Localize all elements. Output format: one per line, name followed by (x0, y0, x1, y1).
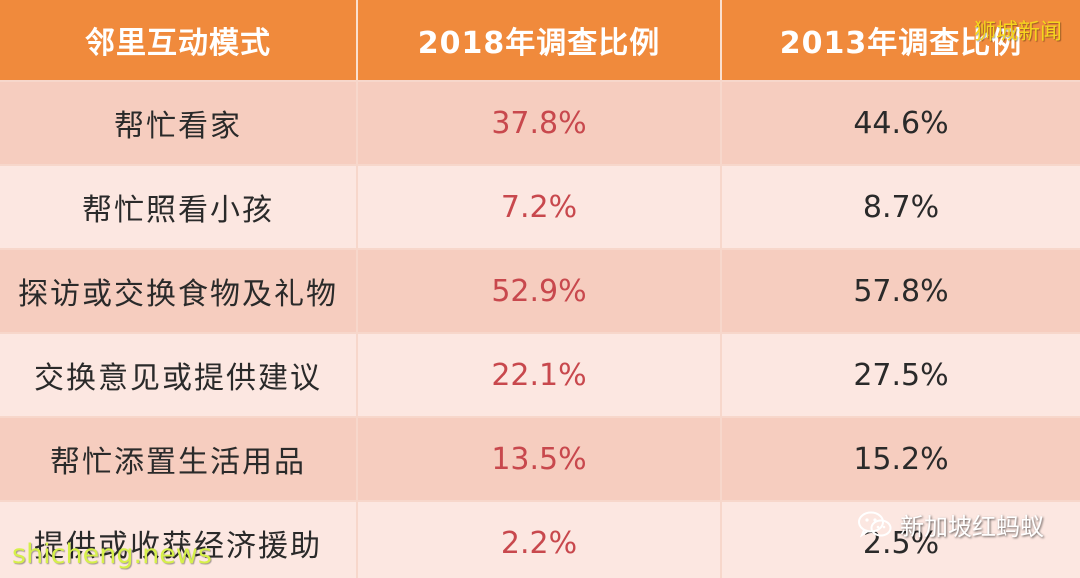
cell-2013: 57.8% (853, 273, 949, 309)
cell-mode: 探访或交换食物及礼物 (18, 277, 338, 312)
cell-2013: 44.6% (853, 105, 949, 141)
table-row: 交换意见或提供建议 22.1% 27.5% (0, 332, 1080, 416)
watermark-top-right: 狮城新闻 (973, 20, 1062, 45)
cell-2018: 52.9% (356, 250, 722, 332)
cell-2018: 7.2% (356, 166, 722, 248)
watermark-bottom-right: 新加坡红蚂蚁 (858, 507, 1044, 542)
table-row: 帮忙看家 37.8% 44.6% (0, 80, 1080, 164)
wechat-icon (858, 511, 892, 539)
cell-mode: 交换意见或提供建议 (34, 361, 322, 396)
cell-2013: 27.5% (853, 357, 949, 393)
cell-mode: 帮忙看家 (114, 109, 242, 144)
table-row: 提供或收获经济援助 2.2% 2.5% (0, 500, 1080, 578)
cell-mode: 帮忙添置生活用品 (50, 445, 306, 480)
watermark-bottom-right-text: 新加坡红蚂蚁 (900, 513, 1044, 541)
cell-2018: 2.2% (356, 502, 722, 578)
table-row: 探访或交换食物及礼物 52.9% 57.8% (0, 248, 1080, 332)
watermark-bottom-left: shicheng.news (12, 539, 212, 570)
cell-mode: 帮忙照看小孩 (82, 193, 274, 228)
cell-2013: 8.7% (862, 189, 940, 225)
cell-2018: 37.8% (356, 82, 722, 164)
cell-mode: 提供或收获经济援助 (34, 529, 322, 564)
table-row: 帮忙照看小孩 7.2% 8.7% (0, 164, 1080, 248)
table-header: 邻里互动模式 2018年调查比例 2013年调查比例 (0, 0, 1080, 80)
header-mode: 邻里互动模式 (85, 26, 271, 61)
cell-2018: 13.5% (356, 418, 722, 500)
cell-2013: 15.2% (853, 441, 949, 477)
header-2013: 2013年调查比例 (779, 26, 1023, 61)
header-2018: 2018年调查比例 (356, 0, 722, 80)
table-row: 帮忙添置生活用品 13.5% 15.2% (0, 416, 1080, 500)
cell-2018: 22.1% (356, 334, 722, 416)
